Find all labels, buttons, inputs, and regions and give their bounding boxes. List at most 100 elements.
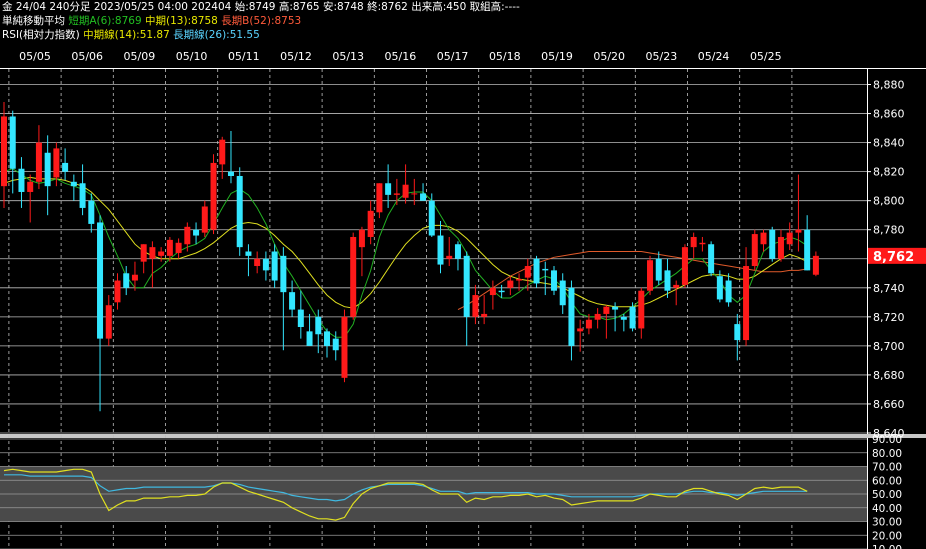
- ma-long-legend: 長期B(52):8753: [221, 15, 302, 27]
- candle[interactable]: [708, 241, 715, 277]
- candle[interactable]: [428, 193, 435, 237]
- candle[interactable]: [79, 164, 86, 216]
- candle[interactable]: [489, 280, 496, 310]
- candle[interactable]: [498, 284, 505, 298]
- candle[interactable]: [201, 200, 208, 237]
- candle[interactable]: [341, 309, 348, 383]
- candle[interactable]: [804, 215, 811, 271]
- candle[interactable]: [603, 305, 610, 339]
- candle[interactable]: [254, 251, 261, 274]
- candle[interactable]: [638, 287, 645, 339]
- candle[interactable]: [105, 295, 112, 346]
- candle[interactable]: [734, 313, 741, 361]
- candle[interactable]: [175, 238, 182, 259]
- candle[interactable]: [777, 229, 784, 262]
- candle[interactable]: [612, 302, 619, 332]
- candle[interactable]: [149, 241, 156, 288]
- candle[interactable]: [812, 251, 819, 277]
- candle[interactable]: [297, 290, 304, 339]
- candle[interactable]: [315, 309, 322, 354]
- candle[interactable]: [481, 295, 488, 325]
- candle[interactable]: [166, 236, 173, 262]
- candle[interactable]: [577, 319, 584, 352]
- candle[interactable]: [472, 284, 479, 325]
- candle[interactable]: [463, 251, 470, 346]
- candle[interactable]: [699, 236, 706, 252]
- candle[interactable]: [411, 178, 418, 206]
- candle[interactable]: [420, 183, 427, 201]
- candle[interactable]: [743, 247, 750, 346]
- candle[interactable]: [376, 183, 383, 219]
- candle[interactable]: [131, 261, 138, 291]
- candle[interactable]: [306, 313, 313, 346]
- candle[interactable]: [140, 244, 147, 274]
- candle[interactable]: [454, 241, 461, 271]
- date-label: 05/06: [71, 50, 103, 63]
- candle[interactable]: [289, 280, 296, 317]
- candle[interactable]: [18, 157, 25, 208]
- pane-separator[interactable]: [0, 434, 926, 438]
- candle[interactable]: [271, 244, 278, 288]
- candle[interactable]: [620, 313, 627, 332]
- candle[interactable]: [629, 302, 636, 332]
- candle[interactable]: [9, 110, 16, 194]
- candle[interactable]: [210, 154, 217, 235]
- candle[interactable]: [786, 222, 793, 251]
- candle[interactable]: [725, 273, 732, 307]
- candle[interactable]: [751, 229, 758, 271]
- candle[interactable]: [114, 273, 121, 310]
- candle[interactable]: [716, 270, 723, 303]
- candle[interactable]: [568, 280, 575, 361]
- candle[interactable]: [219, 136, 226, 179]
- candle[interactable]: [70, 174, 77, 201]
- candle[interactable]: [795, 174, 802, 252]
- candle[interactable]: [44, 135, 51, 216]
- candle[interactable]: [245, 244, 252, 277]
- candle[interactable]: [367, 200, 374, 245]
- candle[interactable]: [53, 142, 60, 187]
- candle[interactable]: [358, 226, 365, 277]
- candle[interactable]: [324, 328, 331, 358]
- candle[interactable]: [236, 167, 243, 256]
- candle[interactable]: [664, 258, 671, 298]
- open-interest-value: 取組高:----: [469, 1, 520, 13]
- candle[interactable]: [62, 148, 69, 181]
- candle[interactable]: [533, 255, 540, 288]
- candle[interactable]: [655, 251, 662, 285]
- candle[interactable]: [585, 313, 592, 335]
- candle[interactable]: [1, 101, 7, 208]
- date-label: 05/11: [228, 50, 260, 63]
- candle[interactable]: [690, 232, 697, 259]
- candle[interactable]: [184, 222, 191, 252]
- candle[interactable]: [280, 247, 287, 351]
- candle[interactable]: [446, 236, 453, 267]
- candle[interactable]: [681, 244, 688, 288]
- candle[interactable]: [647, 255, 654, 296]
- candle[interactable]: [437, 221, 444, 274]
- candle[interactable]: [507, 276, 514, 296]
- candle[interactable]: [594, 308, 601, 329]
- candle[interactable]: [550, 266, 557, 296]
- candle[interactable]: [27, 174, 34, 223]
- candle[interactable]: [193, 222, 200, 245]
- candle[interactable]: [332, 331, 339, 361]
- candle[interactable]: [769, 226, 776, 262]
- candle[interactable]: [559, 273, 566, 314]
- candle[interactable]: [97, 215, 104, 412]
- candle[interactable]: [88, 193, 95, 233]
- candle[interactable]: [524, 258, 531, 291]
- candle[interactable]: [516, 273, 523, 291]
- candle[interactable]: [227, 130, 234, 184]
- candle[interactable]: [393, 178, 400, 206]
- candle[interactable]: [673, 280, 680, 306]
- candle[interactable]: [35, 125, 42, 190]
- candle[interactable]: [402, 164, 409, 204]
- candle[interactable]: [123, 266, 130, 296]
- candle[interactable]: [760, 229, 767, 252]
- candle[interactable]: [385, 164, 392, 208]
- candle[interactable]: [158, 247, 165, 262]
- candle[interactable]: [350, 232, 357, 320]
- candle[interactable]: [262, 251, 269, 281]
- candle[interactable]: [542, 261, 549, 296]
